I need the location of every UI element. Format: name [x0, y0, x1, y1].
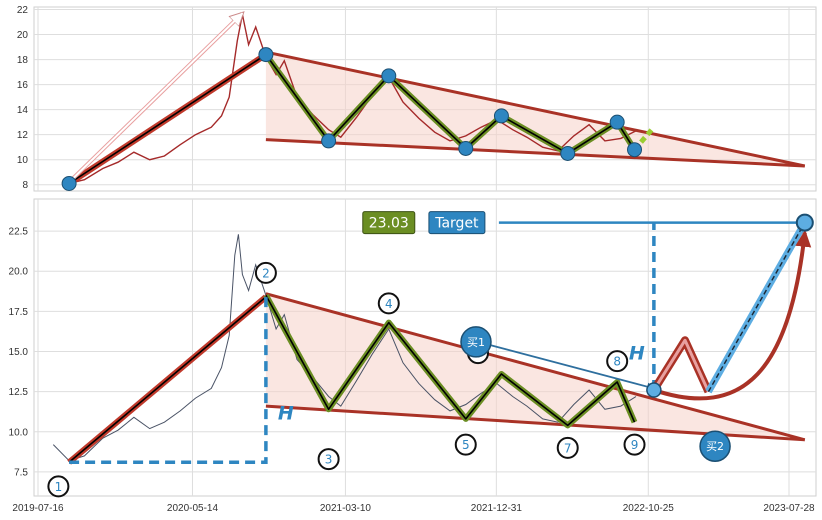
pivot-label-number: 8	[613, 355, 621, 369]
bottom-panel: 7.510.012.515.017.520.022.5 2019-07-16 20…	[9, 198, 817, 514]
y-tick-label: 15.0	[9, 347, 29, 358]
height-measure-leg-1	[69, 296, 268, 465]
breakout-point	[646, 382, 662, 398]
x-tick-label: 2020-05-14	[167, 503, 219, 514]
top-lower-trendline	[265, 138, 805, 168]
pivot-label-number: 2	[262, 266, 270, 280]
buy1-arrow	[477, 341, 656, 391]
target-path-inner	[707, 219, 807, 392]
y-tick-label: 10	[17, 155, 29, 166]
y-tick-label: 18	[17, 55, 29, 66]
pivot-label-number: 4	[385, 297, 393, 311]
x-tick-label: 2019-07-16	[12, 503, 64, 514]
top-zigzag-inner	[265, 54, 636, 155]
top-dashed-arrow-inner	[70, 12, 244, 181]
pivot-label-circle	[556, 436, 579, 459]
pivot-marker	[381, 68, 397, 84]
y-tick-label: 14	[17, 105, 29, 116]
pivot-label-1: 1	[47, 475, 70, 498]
bottom-zigzag-inner	[265, 294, 636, 427]
pivot-label-8: 8	[606, 350, 629, 373]
pivot-label-circle	[454, 433, 477, 456]
target-point	[795, 213, 814, 232]
y-tick-label: 8	[22, 180, 28, 191]
pivot-label-circle	[606, 350, 629, 373]
top-grid	[34, 7, 816, 191]
pivot-label-circle	[623, 433, 646, 456]
pivot-label-number: 3	[325, 453, 333, 467]
y-tick-label: 12	[17, 130, 29, 141]
pivot-labels: 123456789	[47, 261, 646, 498]
pivot-label-4: 4	[377, 292, 400, 315]
bottom-y-axis: 7.5 10.0 12.5 15.0 17.5 20.0 22.5	[9, 227, 29, 479]
height-label-2: H	[629, 343, 645, 365]
buy1-label: 买1	[467, 336, 485, 349]
pivot-label-number: 5	[462, 438, 470, 452]
target-value-text: 23.03	[369, 216, 409, 232]
pivot-label-circle	[47, 475, 70, 498]
target-value-box: 23.03	[362, 211, 416, 235]
pivot-marker	[493, 108, 509, 124]
pivot-label-number: 1	[55, 480, 63, 494]
y-tick-label: 17.5	[9, 307, 29, 318]
bottom-upper-trendline	[265, 292, 806, 442]
pivot-marker	[560, 145, 576, 161]
pivot-label-2: 2	[254, 261, 277, 284]
buy2-badge: 买2	[699, 430, 731, 462]
y-tick-label: 16	[17, 80, 29, 91]
pivot-label-circle	[377, 292, 400, 315]
pivot-marker	[321, 133, 337, 149]
pivot-label-circle	[317, 448, 340, 471]
target-label-text: Target	[434, 216, 479, 232]
buy2-label: 买2	[706, 440, 724, 453]
curved-target-arrow	[653, 229, 812, 401]
pivot-label-3: 3	[317, 448, 340, 471]
y-tick-label: 22	[17, 5, 29, 16]
pivot-label-circle	[254, 261, 277, 284]
x-tick-label: 2021-12-31	[471, 503, 523, 514]
bottom-impulse-line-inner	[68, 296, 267, 463]
pivot-marker	[258, 47, 274, 63]
buy1-badge: 买1	[460, 326, 492, 358]
top-upper-trendline	[265, 50, 806, 168]
target-label-box: Target	[428, 211, 486, 235]
pivot-label-5: 5	[454, 433, 477, 456]
y-tick-label: 7.5	[14, 467, 28, 478]
y-tick-label: 10.0	[9, 427, 29, 438]
top-impulse-line-inner	[68, 53, 267, 185]
x-tick-label: 2022-10-25	[623, 503, 675, 514]
top-price-line	[68, 14, 637, 185]
pivot-label-7: 7	[556, 436, 579, 459]
breakout-zigzag-inner	[652, 338, 710, 393]
x-tick-label: 2023-07-28	[763, 503, 815, 514]
pivot-marker	[627, 142, 643, 158]
y-tick-label: 20.0	[9, 267, 29, 278]
pivot-marker	[458, 140, 474, 156]
y-tick-label: 12.5	[9, 387, 29, 398]
y-tick-label: 22.5	[9, 227, 29, 238]
bottom-x-axis: 2019-07-16 2020-05-14 2021-03-10 2021-12-31…	[12, 503, 815, 514]
y-tick-label: 20	[17, 30, 29, 41]
pivot-label-9: 9	[623, 433, 646, 456]
top-panel: 8 10 12 14 16 18 20 22	[17, 5, 817, 192]
x-tick-label: 2021-03-10	[320, 503, 372, 514]
pivot-marker	[61, 175, 77, 191]
pivot-label-number: 7	[564, 441, 572, 455]
pivot-label-number: 9	[631, 438, 639, 452]
pivot-marker	[609, 114, 625, 130]
height-label-1: H	[278, 403, 294, 425]
top-y-axis: 8 10 12 14 16 18 20 22	[17, 5, 29, 191]
top-pivot-markers	[61, 47, 643, 191]
